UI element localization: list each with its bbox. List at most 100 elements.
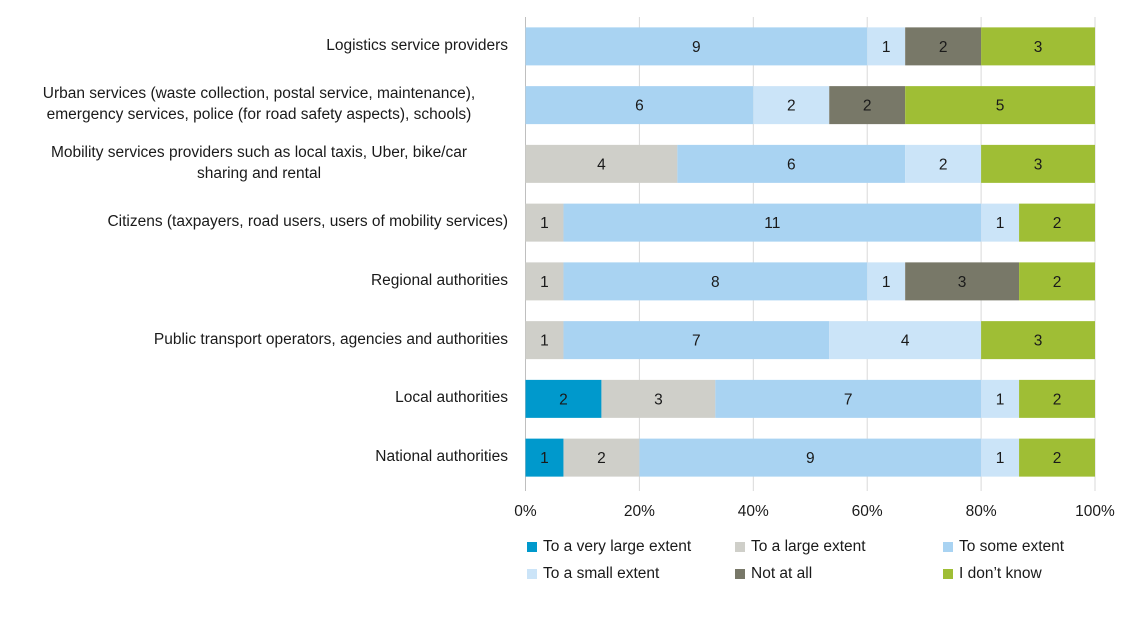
bar-segment <box>867 27 906 66</box>
category-label: Public transport operators, agencies and… <box>0 329 508 350</box>
bar-segment <box>525 321 564 360</box>
data-label: 1 <box>996 450 1005 467</box>
data-label: 1 <box>882 274 891 291</box>
legend-swatch <box>527 542 537 552</box>
data-label: 9 <box>692 39 701 56</box>
bar-segment <box>525 27 868 66</box>
legend-swatch <box>943 569 953 579</box>
data-label: 2 <box>939 156 948 173</box>
bar-segment <box>525 203 564 242</box>
data-label: 2 <box>1053 391 1062 408</box>
bar-segment <box>563 262 868 301</box>
bar-segment <box>525 86 754 125</box>
legend-label: To a very large extent <box>543 538 692 555</box>
data-label: 2 <box>787 98 796 115</box>
data-label: 4 <box>901 333 910 350</box>
x-axis-ticks: 0% 20% 40% 60% 80% 100% <box>514 503 1115 520</box>
x-tick-label: 80% <box>966 503 997 520</box>
data-labels: 9 1 2 36 2 2 54 6 2 31 11 1 21 8 1 3 21 7 4 32 3 7 1 21 2 9 1 2 <box>540 39 1061 467</box>
legend-item: Not at all <box>735 565 812 583</box>
bar-segment <box>525 262 564 301</box>
data-label: 2 <box>1053 450 1062 467</box>
category-label-line: Citizens (taxpayers, road users, users o… <box>107 213 508 231</box>
data-label: 1 <box>540 274 549 291</box>
data-label: 1 <box>540 450 549 467</box>
data-label: 2 <box>939 39 948 56</box>
legend-label: To a large extent <box>751 538 866 555</box>
data-label: 1 <box>996 215 1005 232</box>
data-label: 4 <box>597 156 606 173</box>
bar-segment <box>525 438 564 477</box>
legend-swatch <box>943 542 953 552</box>
legend-swatch <box>735 569 745 579</box>
data-label: 3 <box>1034 333 1043 350</box>
bar-segment <box>601 379 716 418</box>
legend-item: To a small extent <box>527 565 659 583</box>
bar-segment <box>829 86 906 125</box>
category-label-line: Logistics service providers <box>326 36 508 54</box>
data-label: 3 <box>654 391 663 408</box>
legend-label: Not at all <box>751 565 813 582</box>
bar-segment <box>525 379 602 418</box>
category-label: Urban services (waste collection, postal… <box>9 83 509 125</box>
data-label: 3 <box>958 274 967 291</box>
x-tick-label: 60% <box>852 503 883 520</box>
category-label: Mobility services providers such as loca… <box>9 142 509 184</box>
bar-segment <box>829 321 982 360</box>
x-tick-label: 0% <box>514 503 537 520</box>
data-label: 2 <box>559 391 568 408</box>
data-label: 2 <box>863 98 872 115</box>
legend-swatch <box>735 542 745 552</box>
bar-segment <box>981 379 1020 418</box>
bar-segment <box>905 144 982 183</box>
data-label: 7 <box>692 333 701 350</box>
bar-segment <box>905 27 982 66</box>
bar-segment <box>753 86 830 125</box>
legend-item: To some extent <box>943 538 1064 556</box>
category-label: Citizens (taxpayers, road users, users o… <box>0 211 508 232</box>
bar-segment <box>981 321 1095 360</box>
data-label: 3 <box>1034 39 1043 56</box>
data-label: 2 <box>1053 274 1062 291</box>
legend-label: I don’t know <box>959 565 1042 582</box>
bar-segment <box>677 144 906 183</box>
category-label-line: National authorities <box>375 448 508 466</box>
data-label: 1 <box>540 333 549 350</box>
bar-segment <box>1019 438 1095 477</box>
data-label: 9 <box>806 450 815 467</box>
x-tick-label: 40% <box>738 503 769 520</box>
bar-segment <box>1019 379 1095 418</box>
data-label: 5 <box>996 98 1005 115</box>
bars <box>525 27 1095 477</box>
legend-label: To some extent <box>959 538 1065 555</box>
bar-segment <box>981 144 1095 183</box>
category-label-line: Local authorities <box>395 389 508 407</box>
bar-segment <box>905 262 1020 301</box>
bar-segment <box>981 27 1095 66</box>
legend-item: I don’t know <box>943 565 1042 583</box>
category-label-line: Regional authorities <box>370 271 508 289</box>
data-label: 6 <box>787 156 796 173</box>
category-label-line: Public transport operators, agencies and… <box>153 330 508 348</box>
bar-segment <box>981 438 1020 477</box>
category-label: Logistics service providers <box>0 35 508 56</box>
bar-segment <box>867 262 906 301</box>
category-label: Regional authorities <box>0 270 508 291</box>
bar-segment <box>563 203 982 242</box>
data-label: 2 <box>1053 215 1062 232</box>
data-label: 1 <box>540 215 549 232</box>
legend-item: To a very large extent <box>527 538 691 556</box>
data-label: 3 <box>1034 156 1043 173</box>
bar-segment <box>525 144 678 183</box>
category-label: National authorities <box>0 446 508 467</box>
bar-segment <box>1019 203 1095 242</box>
category-label-line: Mobility services providers such as loca… <box>50 143 468 161</box>
data-label: 6 <box>635 98 644 115</box>
data-label: 8 <box>711 274 720 291</box>
legend-swatch <box>527 569 537 579</box>
bar-segment <box>905 86 1095 125</box>
bar-segment <box>563 321 830 360</box>
bar-segment <box>563 438 640 477</box>
category-label-line: sharing and rental <box>196 164 322 182</box>
